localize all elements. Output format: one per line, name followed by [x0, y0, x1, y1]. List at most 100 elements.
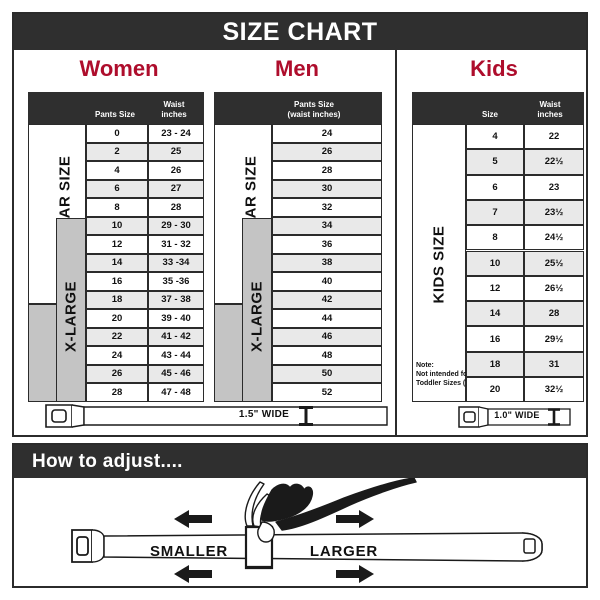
- kids-table-header: [412, 92, 584, 124]
- women-cell-waist: 43 - 44: [148, 346, 204, 365]
- adult-belt-width-graphic: [45, 404, 388, 428]
- size-chart-panel: SIZE CHART Women Men Kids Pants Size Wai…: [12, 12, 588, 437]
- kids-size-block: [412, 124, 466, 402]
- men-table-header: [214, 92, 382, 124]
- men-xlarge-block-upper: [242, 218, 272, 402]
- kids-cell-waist: 29½: [524, 326, 584, 352]
- women-cell-waist: 35 -36: [148, 272, 204, 291]
- men-xlarge-label: X-LARGE: [248, 281, 266, 352]
- men-cell-size: 46: [272, 327, 382, 346]
- men-cell-size: 42: [272, 290, 382, 309]
- kids-cell-size: 14: [466, 301, 524, 327]
- women-cell-size: 10: [86, 216, 148, 235]
- kids-cell-waist: 26½: [524, 275, 584, 302]
- women-cell-size: 4: [86, 161, 148, 180]
- men-cell-size: 36: [272, 235, 382, 254]
- men-cell-size: 24: [272, 124, 382, 143]
- kids-cell-size: 4: [466, 124, 524, 150]
- women-cell-waist: 26: [148, 161, 204, 180]
- kids-cell-size: 5: [466, 149, 524, 175]
- women-cell-waist: 33 -34: [148, 253, 204, 272]
- women-cell-waist: 45 - 46: [148, 364, 204, 383]
- women-cell-waist: 23 - 24: [148, 124, 204, 143]
- men-cell-size: 44: [272, 309, 382, 328]
- women-cell-waist: 39 - 40: [148, 309, 204, 328]
- women-cell-size: 14: [86, 253, 148, 272]
- kids-header-size: Size: [481, 110, 498, 119]
- adult-belt-width-label: 1.5" WIDE: [238, 409, 290, 420]
- kids-cell-waist: 25½: [524, 250, 584, 276]
- women-cell-waist: 41 - 42: [148, 327, 204, 346]
- arrow-left-top: [174, 510, 212, 528]
- women-cell-size: 22: [86, 327, 148, 346]
- men-header-line2: (waist inches): [287, 110, 341, 119]
- women-cell-size: 8: [86, 198, 148, 217]
- kids-cell-waist: 22: [524, 124, 584, 150]
- heading-men: Men: [275, 56, 319, 81]
- women-cell-size: 20: [86, 309, 148, 328]
- women-header-pants-size: Pants Size: [94, 110, 135, 119]
- arrow-right-bottom: [336, 565, 374, 583]
- adjustable-belt-graphic: [71, 478, 543, 583]
- section-divider: [395, 50, 397, 437]
- men-cell-size: 40: [272, 272, 382, 291]
- women-xlarge-label: X-LARGE: [62, 281, 80, 352]
- women-cell-waist: 47 - 48: [148, 383, 204, 402]
- women-cell-waist: 31 - 32: [148, 235, 204, 254]
- kids-cell-waist: 28: [524, 301, 584, 327]
- larger-label: LARGER: [309, 543, 379, 560]
- kids-note-line1: Note:: [416, 362, 434, 369]
- kids-cell-waist: 22½: [524, 149, 584, 175]
- women-cell-size: 26: [86, 364, 148, 383]
- women-cell-waist: 29 - 30: [148, 216, 204, 235]
- women-cell-size: 6: [86, 179, 148, 198]
- kids-cell-size: 12: [466, 275, 524, 302]
- men-cell-size: 26: [272, 142, 382, 161]
- kids-cell-size: 10: [466, 250, 524, 276]
- hand-icon: [244, 478, 417, 543]
- men-cell-size: 52: [272, 383, 382, 402]
- men-cell-size: 50: [272, 364, 382, 383]
- kids-cell-size: 16: [466, 326, 524, 352]
- kids-note-line2: Not intended for: [416, 371, 471, 378]
- men-cell-size: 30: [272, 179, 382, 198]
- arrow-right-top: [336, 510, 374, 528]
- kids-note: Note: Not intended for Toddler Sizes (T): [416, 361, 476, 388]
- men-cell-size: 38: [272, 253, 382, 272]
- men-cell-size: 34: [272, 216, 382, 235]
- how-to-adjust-panel: How to adjust....: [12, 443, 588, 588]
- men-cell-size: 32: [272, 198, 382, 217]
- kids-header-waist-inches: Waist inches: [537, 100, 563, 119]
- men-header-line1: Pants Size: [293, 100, 334, 109]
- men-cell-size: 28: [272, 161, 382, 180]
- men-cell-size: 48: [272, 346, 382, 365]
- kids-cell-waist: 23½: [524, 199, 584, 226]
- women-cell-waist: 25: [148, 142, 204, 161]
- women-cell-waist: 27: [148, 179, 204, 198]
- adjust-title-bar: How to adjust....: [14, 445, 586, 478]
- kids-cell-size: 8: [466, 225, 524, 251]
- arrow-left-bottom: [174, 565, 212, 583]
- kids-cell-waist: 24½: [524, 225, 584, 251]
- kids-cell-size: 6: [466, 174, 524, 200]
- heading-kids: Kids: [470, 56, 518, 81]
- men-header-pants-size: Pants Size (waist inches): [254, 100, 374, 120]
- women-cell-size: 16: [86, 272, 148, 291]
- kids-cell-waist: 31: [524, 351, 584, 377]
- kids-cell-size: 18: [466, 351, 524, 377]
- women-cell-size: 28: [86, 383, 148, 402]
- women-cell-waist: 28: [148, 198, 204, 217]
- women-cell-waist: 37 - 38: [148, 290, 204, 309]
- women-xlarge-block-upper: [56, 218, 86, 402]
- kids-cell-size: 20: [466, 377, 524, 403]
- kids-cell-waist: 23: [524, 174, 584, 200]
- smaller-label: SMALLER: [149, 543, 229, 560]
- women-cell-size: 2: [86, 142, 148, 161]
- women-cell-size: 18: [86, 290, 148, 309]
- women-cell-size: 12: [86, 235, 148, 254]
- chart-title-bar: SIZE CHART: [14, 14, 586, 50]
- kids-size-label: KIDS SIZE: [430, 225, 448, 304]
- heading-women: Women: [79, 56, 159, 81]
- kids-cell-size: 7: [466, 199, 524, 226]
